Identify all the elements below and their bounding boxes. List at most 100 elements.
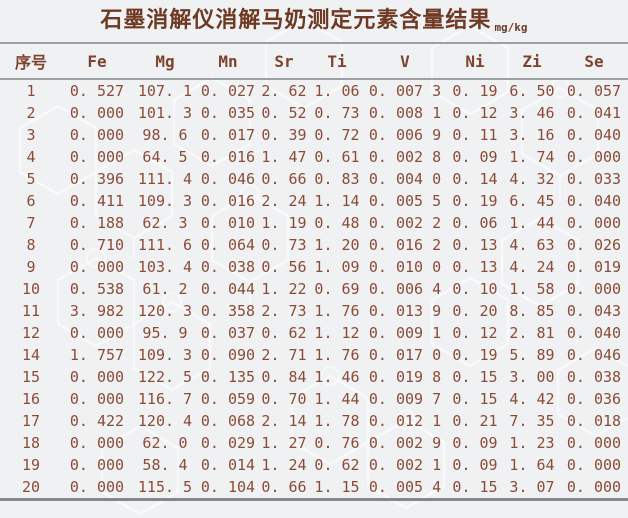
value-cell: 1. 58 bbox=[509, 280, 555, 298]
value-cell: 0. 73 bbox=[261, 236, 307, 254]
value-cell: 1. 27 bbox=[261, 434, 307, 452]
table-row: 11 3. 982 120. 3 0. 358 2. 73 1. 76 0. 013 9 0.… bbox=[0, 300, 628, 322]
value-cell: 0. 090 bbox=[200, 346, 256, 364]
table-row: 12 0. 000 95. 9 0. 037 0. 62 1. 12 0. 009 1 0. … bbox=[0, 322, 628, 344]
value-cell: 0. 104 bbox=[200, 478, 256, 496]
value-cell: 1. 46 bbox=[314, 368, 360, 386]
value-cell: 0. 000 bbox=[69, 368, 125, 386]
title-text: 石墨消解仪消解马奶测定元素含量结果 bbox=[100, 8, 492, 33]
sample-number-cell: 2 bbox=[26, 104, 36, 122]
sample-number-cell: 17 bbox=[21, 412, 41, 430]
value-cell: 0. 018 bbox=[566, 412, 622, 430]
value-cell: 0. 000 bbox=[566, 434, 622, 452]
value-cell: 0. 012 1 bbox=[368, 412, 442, 430]
value-cell: 0. 09 bbox=[452, 456, 498, 474]
value-cell: 5. 89 bbox=[509, 346, 555, 364]
value-cell: 0. 12 bbox=[452, 324, 498, 342]
value-cell: 2. 73 bbox=[261, 302, 307, 320]
value-cell: 101. 3 bbox=[137, 104, 193, 122]
value-cell: 0. 10 bbox=[452, 280, 498, 298]
value-cell: 0. 76 bbox=[314, 434, 360, 452]
column-header-mn: Mn bbox=[218, 51, 238, 71]
value-cell: 0. 000 bbox=[69, 456, 125, 474]
value-cell: 0. 026 bbox=[566, 236, 622, 254]
value-cell: 0. 029 bbox=[200, 434, 256, 452]
value-cell: 0. 84 bbox=[261, 368, 307, 386]
value-cell: 3. 46 bbox=[509, 104, 555, 122]
value-cell: 0. 016 2 bbox=[368, 236, 442, 254]
value-cell: 2. 24 bbox=[261, 192, 307, 210]
value-cell: 0. 19 bbox=[452, 346, 498, 364]
table-header: 序号 Fe Mg Mn Sr Ti V Ni Zi Se bbox=[0, 43, 628, 79]
value-cell: 4. 32 bbox=[509, 170, 555, 188]
value-cell: 0. 12 bbox=[452, 104, 498, 122]
table-row: 1 0. 527 107. 1 0. 027 2. 62 1. 06 0. 007 3 0. … bbox=[0, 79, 628, 102]
value-cell: 0. 068 bbox=[200, 412, 256, 430]
value-cell: 0. 014 bbox=[200, 456, 256, 474]
value-cell: 6. 45 bbox=[509, 192, 555, 210]
value-cell: 0. 538 bbox=[69, 280, 125, 298]
value-cell: 3. 982 bbox=[69, 302, 125, 320]
value-cell: 0. 62 bbox=[314, 456, 360, 474]
column-header-mg: Mg bbox=[155, 51, 175, 71]
value-cell: 0. 000 bbox=[69, 434, 125, 452]
value-cell: 0. 396 bbox=[69, 170, 125, 188]
value-cell: 0. 000 bbox=[69, 324, 125, 342]
sample-number-cell: 9 bbox=[26, 258, 36, 276]
value-cell: 0. 019 8 bbox=[368, 368, 442, 386]
sample-number-cell: 7 bbox=[26, 214, 36, 232]
value-cell: 8. 85 bbox=[509, 302, 555, 320]
value-cell: 0. 033 bbox=[566, 170, 622, 188]
value-cell: 0. 037 bbox=[200, 324, 256, 342]
value-cell: 1. 09 bbox=[314, 258, 360, 276]
value-cell: 0. 09 bbox=[452, 148, 498, 166]
value-cell: 7. 35 bbox=[509, 412, 555, 430]
value-cell: 111. 6 bbox=[137, 236, 193, 254]
value-cell: 1. 757 bbox=[69, 346, 125, 364]
sample-number-cell: 19 bbox=[21, 456, 41, 474]
value-cell: 0. 000 bbox=[69, 126, 125, 144]
value-cell: 0. 135 bbox=[200, 368, 256, 386]
value-cell: 1. 78 bbox=[314, 412, 360, 430]
value-cell: 116. 7 bbox=[137, 390, 193, 408]
value-cell: 0. 411 bbox=[69, 192, 125, 210]
value-cell: 0. 017 bbox=[200, 126, 256, 144]
value-cell: 115. 5 bbox=[137, 478, 193, 496]
sample-number-cell: 20 bbox=[21, 478, 41, 496]
value-cell: 98. 6 bbox=[142, 126, 188, 144]
value-cell: 0. 62 bbox=[261, 324, 307, 342]
value-cell: 3. 16 bbox=[509, 126, 555, 144]
value-cell: 58. 4 bbox=[142, 456, 188, 474]
value-cell: 0. 041 bbox=[566, 104, 622, 122]
value-cell: 0. 006 9 bbox=[368, 126, 442, 144]
value-cell: 111. 4 bbox=[137, 170, 193, 188]
value-cell: 4. 63 bbox=[509, 236, 555, 254]
column-header-sr: Sr bbox=[274, 51, 294, 71]
table-row: 18 0. 000 62. 0 0. 029 1. 27 0. 76 0. 002 9 0. … bbox=[0, 432, 628, 454]
value-cell: 0. 007 3 bbox=[368, 82, 442, 100]
value-cell: 0. 016 bbox=[200, 148, 256, 166]
value-cell: 0. 61 bbox=[314, 148, 360, 166]
value-cell: 0. 21 bbox=[452, 412, 498, 430]
value-cell: 1. 76 bbox=[314, 346, 360, 364]
table-row: 2 0. 000 101. 3 0. 035 0. 52 0. 73 0. 008 1 0. … bbox=[0, 102, 628, 124]
value-cell: 0. 422 bbox=[69, 412, 125, 430]
value-cell: 0. 040 bbox=[566, 324, 622, 342]
value-cell: 0. 000 bbox=[69, 104, 125, 122]
value-cell: 0. 70 bbox=[261, 390, 307, 408]
value-cell: 0. 044 bbox=[200, 280, 256, 298]
value-cell: 0. 73 bbox=[314, 104, 360, 122]
value-cell: 61. 2 bbox=[142, 280, 188, 298]
column-header-zi: Zi bbox=[522, 51, 542, 71]
sample-number-cell: 4 bbox=[26, 148, 36, 166]
value-cell: 62. 3 bbox=[142, 214, 188, 232]
value-cell: 0. 13 bbox=[452, 258, 498, 276]
value-cell: 0. 005 4 bbox=[368, 478, 442, 496]
value-cell: 0. 000 bbox=[69, 478, 125, 496]
value-cell: 0. 000 bbox=[566, 478, 622, 496]
value-cell: 122. 5 bbox=[137, 368, 193, 386]
table-row: 15 0. 000 122. 5 0. 135 0. 84 1. 46 0. 019 8 0.… bbox=[0, 366, 628, 388]
sample-number-cell: 11 bbox=[21, 302, 41, 320]
element-results-table: 序号 Fe Mg Mn Sr Ti V Ni Zi Se 1 0. 527 107.… bbox=[0, 42, 628, 501]
value-cell: 2. 81 bbox=[509, 324, 555, 342]
